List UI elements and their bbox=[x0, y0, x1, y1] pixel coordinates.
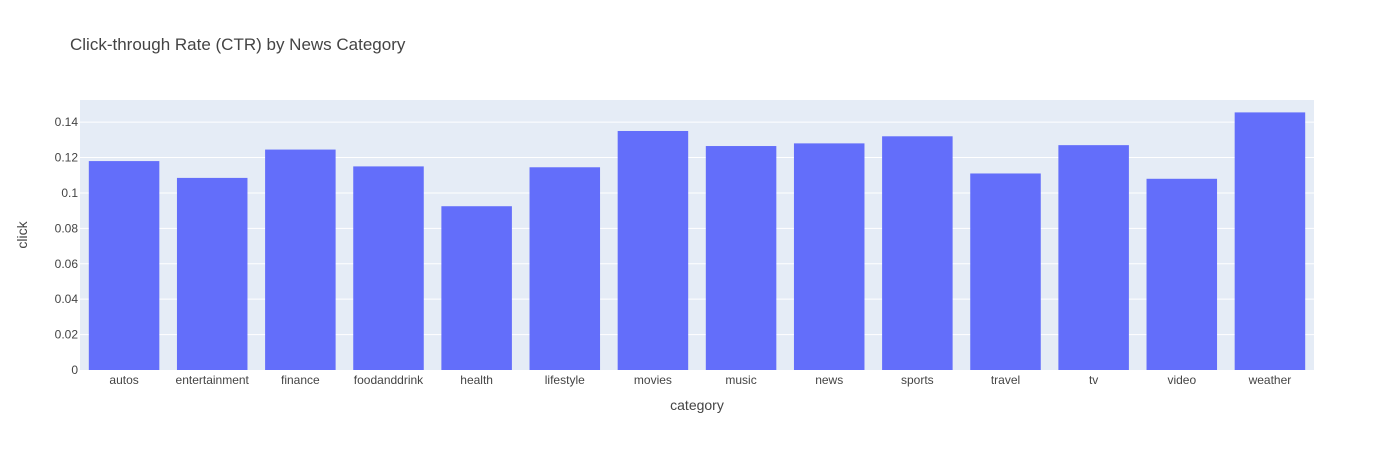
x-tick-label: music bbox=[725, 373, 756, 387]
bar-sports[interactable] bbox=[882, 136, 953, 370]
bar-tv[interactable] bbox=[1058, 145, 1129, 370]
chart-title: Click-through Rate (CTR) by News Categor… bbox=[70, 35, 406, 54]
bar-movies[interactable] bbox=[617, 130, 689, 370]
bars bbox=[88, 112, 1306, 371]
bar-travel[interactable] bbox=[970, 173, 1041, 370]
y-tick-label: 0.02 bbox=[55, 328, 79, 342]
x-tick-label: entertainment bbox=[176, 373, 250, 387]
y-tick-label: 0.12 bbox=[55, 151, 79, 165]
bar-foodanddrink[interactable] bbox=[353, 166, 424, 370]
x-tick-label: sports bbox=[901, 373, 934, 387]
bar-weather[interactable] bbox=[1234, 112, 1306, 371]
x-tick-labels: autos entertainment finance foodanddrink hea… bbox=[109, 373, 1291, 387]
bar-lifestyle[interactable] bbox=[529, 167, 601, 370]
x-tick-label: movies bbox=[634, 373, 672, 387]
y-tick-label: 0 bbox=[71, 363, 78, 377]
x-tick-label: finance bbox=[281, 373, 320, 387]
bar-entertainment[interactable] bbox=[176, 177, 248, 370]
y-tick-label: 0.14 bbox=[55, 115, 79, 129]
x-tick-label: health bbox=[460, 373, 493, 387]
x-tick-label: lifestyle bbox=[545, 373, 585, 387]
x-tick-label: foodanddrink bbox=[354, 373, 424, 387]
bar-health[interactable] bbox=[441, 206, 512, 370]
x-axis-title: category bbox=[670, 397, 724, 413]
x-tick-label: news bbox=[815, 373, 843, 387]
bar-autos[interactable] bbox=[88, 161, 160, 370]
y-tick-labels: 0 0.02 0.04 0.06 0.08 0.1 0.12 0.14 bbox=[55, 115, 79, 377]
x-tick-label: weather bbox=[1248, 373, 1292, 387]
y-tick-label: 0.08 bbox=[55, 221, 79, 235]
x-tick-label: autos bbox=[109, 373, 138, 387]
bar-video[interactable] bbox=[1146, 178, 1218, 370]
bar-finance[interactable] bbox=[265, 149, 336, 370]
y-tick-label: 0.04 bbox=[55, 292, 79, 306]
x-tick-label: tv bbox=[1089, 373, 1098, 387]
y-tick-label: 0.1 bbox=[61, 186, 78, 200]
bar-music[interactable] bbox=[705, 146, 777, 370]
y-tick-label: 0.06 bbox=[55, 257, 79, 271]
bar-news[interactable] bbox=[793, 143, 865, 370]
y-axis-title: click bbox=[14, 220, 30, 248]
x-tick-label: video bbox=[1167, 373, 1196, 387]
x-tick-label: travel bbox=[991, 373, 1020, 387]
